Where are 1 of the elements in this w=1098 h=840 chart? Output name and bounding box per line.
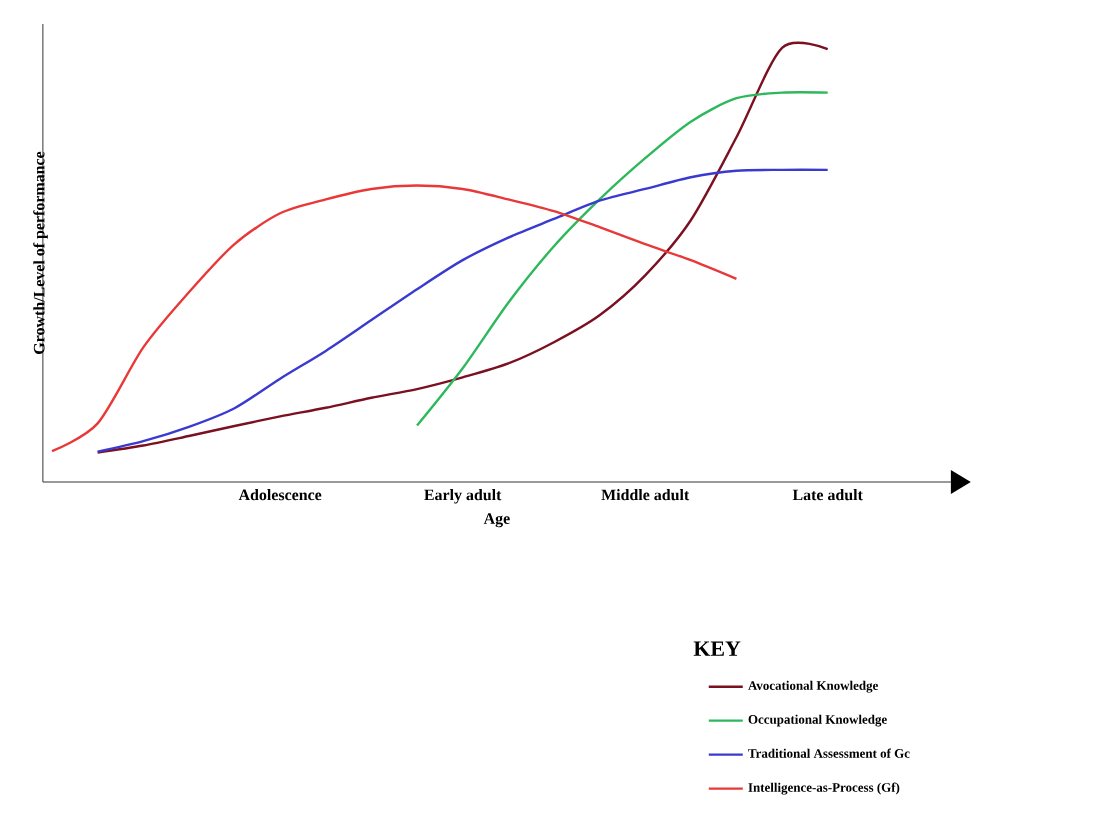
legend-title: KEY bbox=[693, 641, 741, 656]
